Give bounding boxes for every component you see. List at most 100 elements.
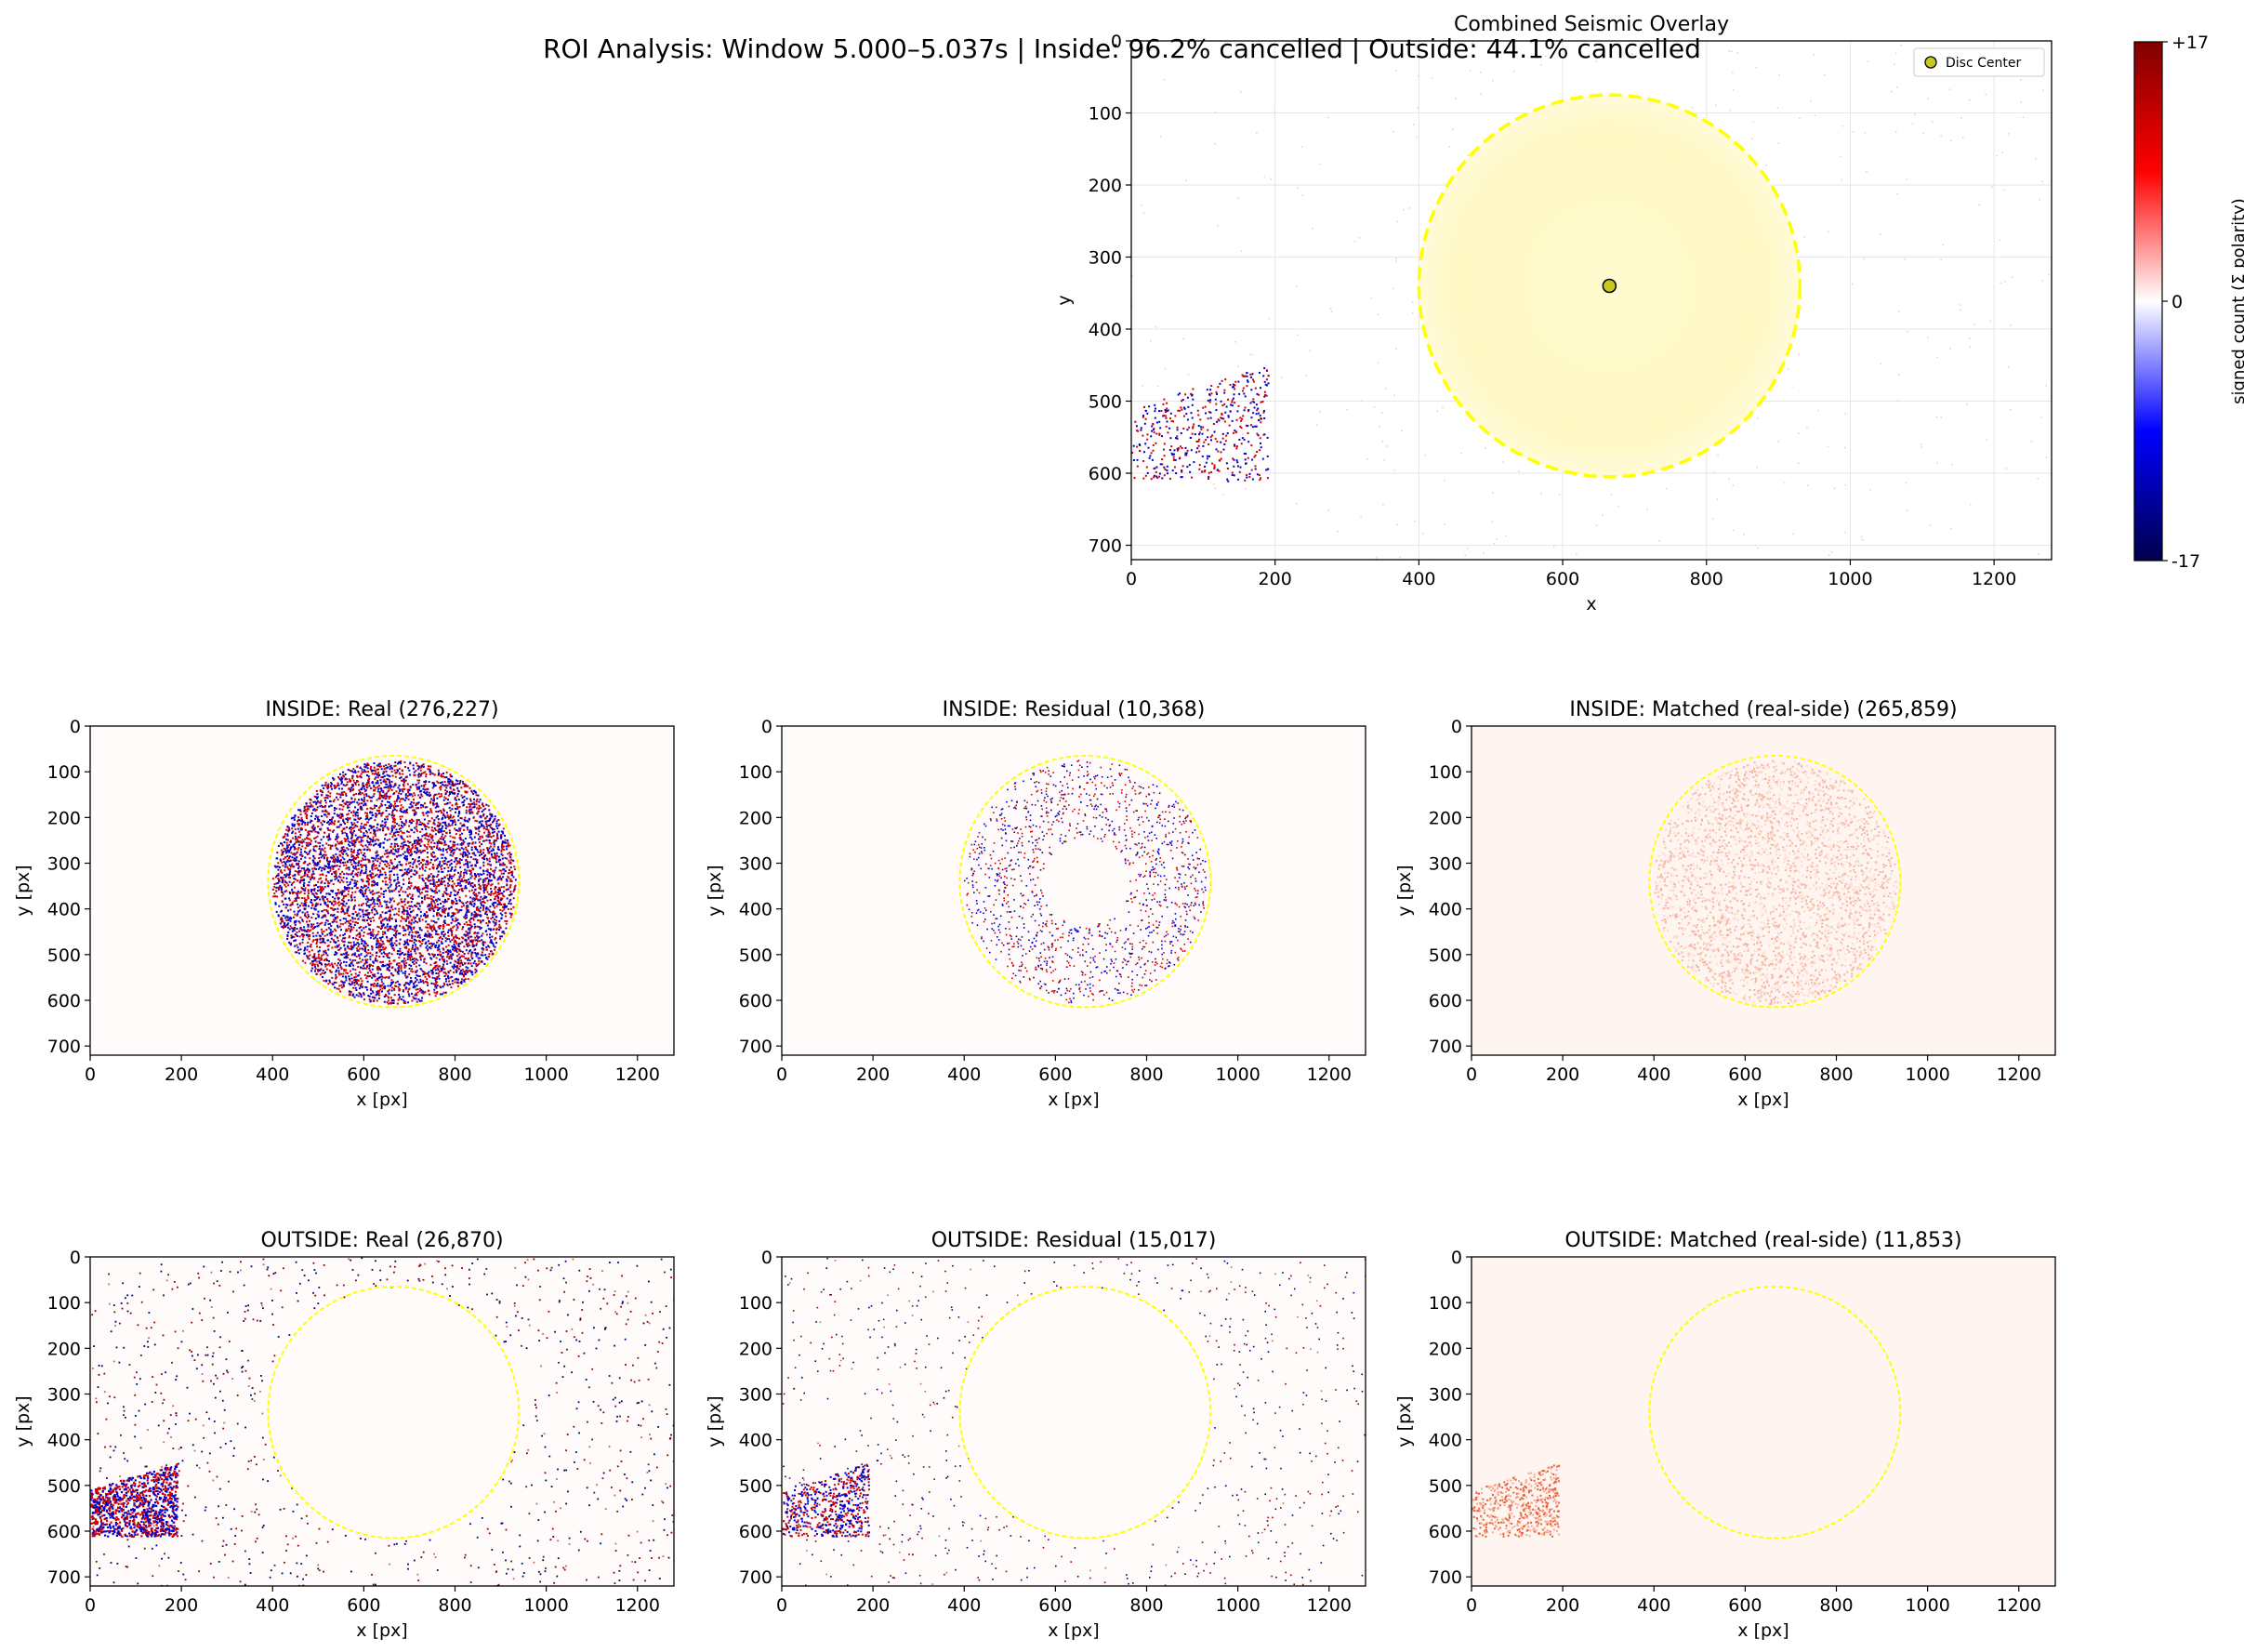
y-tick-label: 600 [1429,1522,1462,1542]
x-tick-label: 800 [1129,1064,1163,1085]
colorbar-gradient [2133,41,2163,562]
y-tick-label: 200 [739,808,772,828]
y-tick-label: 700 [1089,536,1122,557]
plot-background [1472,1257,2055,1586]
y-tick-label: 100 [47,762,81,783]
plot-frame [89,1256,675,1587]
y-axis-label: y [px] [13,865,33,916]
inside-events [271,760,517,1005]
hand-events [90,1463,179,1538]
x-tick-label: 1000 [1215,1595,1260,1616]
disc-outline [267,754,521,1009]
x-tick-label: 600 [1546,569,1579,589]
plot-background [782,1257,1366,1586]
y-tick-label: 100 [739,1293,772,1314]
x-axis-label: x [1586,594,1596,615]
legend-box [1913,47,2045,77]
y-tick-label: 600 [47,991,81,1011]
chart-inside-real: 0 200 400 600 800 1000 1200 0 100 200 300 400 500 600… [13,698,675,1110]
y-tick-label: 0 [1451,1248,1462,1268]
y-tick-label: 600 [1089,464,1122,484]
y-axis-label: y [px] [1394,865,1415,916]
x-axis-label: x [px] [1048,1620,1099,1641]
y-tick-label: 500 [739,945,772,966]
x-tick-label: 800 [438,1064,471,1085]
y-tick-label: 700 [739,1567,772,1588]
x-tick-label: 800 [1819,1064,1853,1085]
colorbar: +17 0 -17 signed count (Σ polarity) [2133,33,2244,572]
y-tick-label: 200 [739,1339,772,1359]
y-tick-label: 400 [1429,900,1462,920]
residual-events [782,1257,1366,1586]
colorbar-tick-label: +17 [2171,33,2209,53]
y-tick-label: 100 [47,1293,81,1314]
x-tick-label: 400 [1402,569,1435,589]
y-tick-label: 0 [70,717,81,737]
y-axis-label: y [px] [13,1395,33,1447]
plot-frame [89,725,675,1056]
x-tick-label: 1200 [615,1064,660,1085]
disc-outline [958,754,1212,1009]
y-tick-label: 400 [1089,320,1122,340]
residual-events [964,760,1207,1004]
chart-title: Combined Seismic Overlay [1454,13,1729,36]
y-tick-label: 500 [1429,945,1462,966]
hand-events [782,1463,871,1538]
disc-outline [958,1285,1212,1540]
colorbar-label: signed count (Σ polarity) [2229,198,2244,404]
y-axis-label: y [px] [705,1395,725,1447]
x-tick-label: 800 [438,1595,471,1616]
y-tick-label: 700 [47,1567,81,1588]
chart-title: INSIDE: Real (276,227) [265,698,498,721]
disc-outline [1648,754,1902,1009]
x-tick-label: 200 [856,1595,890,1616]
plot-content [782,1257,1366,1586]
y-tick-label: 100 [1429,1293,1462,1314]
plot-background [90,1257,674,1586]
x-tick-label: 1000 [523,1064,568,1085]
hand-events [1131,367,1270,482]
y-tick-label: 300 [47,1385,81,1406]
x-tick-label: 200 [1259,569,1292,589]
x-tick-label: 200 [856,1064,890,1085]
x-tick-label: 600 [1728,1595,1762,1616]
plot-frame [781,1256,1366,1587]
x-tick-label: 800 [1690,569,1723,589]
x-tick-label: 1000 [523,1595,568,1616]
x-axis-label: x [px] [1048,1090,1099,1110]
y-tick-label: 100 [739,762,772,783]
x-tick-label: 1200 [1997,1595,2041,1616]
y-tick-label: 500 [739,1476,772,1497]
x-tick-label: 400 [256,1064,289,1085]
y-tick-label: 300 [739,1385,772,1406]
legend: Disc Center [1913,47,2045,77]
y-axis-label: y [px] [705,865,725,916]
x-tick-label: 1200 [1307,1064,1352,1085]
legend-label: Disc Center [1946,56,2021,71]
y-tick-label: 300 [1429,854,1462,875]
x-tick-label: 600 [347,1595,380,1616]
x-tick-label: 1000 [1828,569,1872,589]
chart-title: INSIDE: Residual (10,368) [943,698,1206,721]
x-tick-label: 800 [1129,1595,1163,1616]
plot-content [267,754,521,1009]
matched-events [1654,760,1898,1006]
y-tick-label: 300 [1089,248,1122,269]
x-tick-label: 600 [347,1064,380,1085]
x-tick-label: 400 [1637,1595,1670,1616]
y-tick-label: 100 [1089,104,1122,125]
y-tick-label: 200 [47,1339,81,1359]
x-tick-label: 400 [1637,1064,1670,1085]
colorbar-tick-label: -17 [2171,551,2200,572]
chart-inside-matched: 0 200 400 600 800 1000 1200 0 100 200 300 400 500 600… [1394,698,2056,1110]
y-tick-label: 0 [70,1248,81,1268]
plot-frame [781,725,1366,1056]
x-tick-label: 0 [1466,1064,1477,1085]
x-tick-label: 400 [256,1595,289,1616]
y-tick-label: 200 [47,808,81,828]
y-tick-label: 400 [739,1431,772,1451]
x-tick-label: 600 [1038,1064,1072,1085]
y-tick-label: 300 [1429,1385,1462,1406]
x-tick-label: 1000 [1215,1064,1260,1085]
